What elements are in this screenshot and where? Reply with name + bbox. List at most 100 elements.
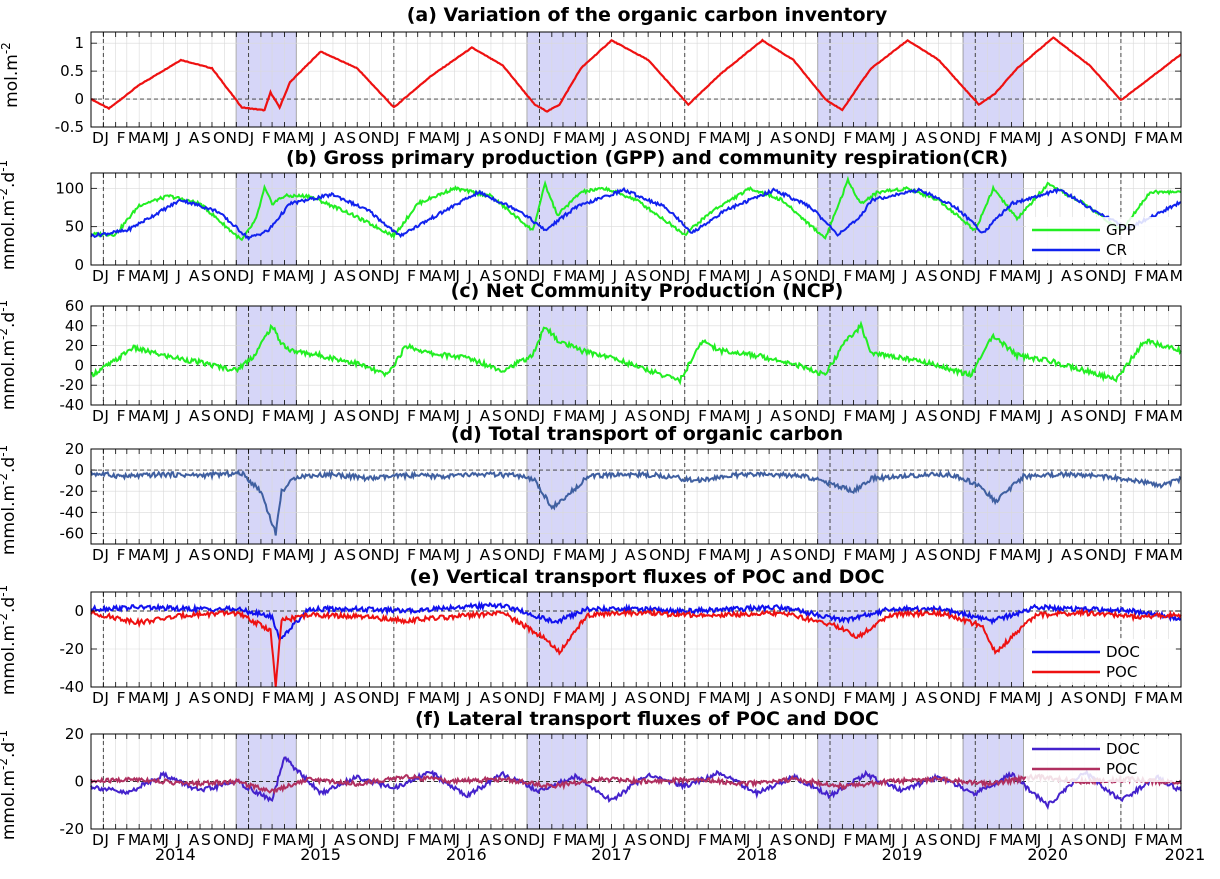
month-label: M [152,689,165,707]
month-label: F [407,407,416,425]
month-label: S [346,831,356,849]
month-label: M [1024,267,1037,285]
month-label: J [103,129,109,147]
month-label: D [237,407,249,425]
month-label: A [189,407,200,425]
series-line-doc [90,756,1182,810]
month-label: F [989,831,998,849]
month-label: N [1098,407,1110,425]
month-label: J [466,407,472,425]
month-label: A [915,831,926,849]
month-label: O [649,689,661,707]
month-label: D [819,407,831,425]
month-label: J [539,831,545,849]
month-label: O [358,831,370,849]
month-label: F [407,689,416,707]
month-label: D [383,129,395,147]
month-label: D [92,689,104,707]
month-label: A [867,831,878,849]
month-label: O [358,129,370,147]
month-label: O [940,407,952,425]
year-label: 2015 [300,845,341,864]
series-line-main [90,320,1182,386]
month-label: J [175,267,181,285]
month-label: J [757,407,763,425]
month-label: J [175,129,181,147]
month-label: A [285,129,296,147]
month-label: J [685,129,691,147]
month-label: F [262,546,271,564]
month-label: A [140,831,151,849]
panel-a: 10.50-0.5D J F MA MJ J A S O N D J F MA MJ J A S O N D J F MA MJ… [0,4,1183,147]
month-label: A [1012,267,1023,285]
month-label: D [528,546,540,564]
month-label: J [249,407,255,425]
month-label: S [928,546,938,564]
month-label: J [612,546,618,564]
month-label: D [92,129,104,147]
shaded-period [526,448,588,545]
y-tick-label: 0 [74,90,84,108]
month-label: J [454,831,460,849]
month-label: O [358,546,370,564]
month-label: A [140,689,151,707]
month-label: J [902,546,908,564]
month-label: J [249,689,255,707]
month-label: M [1000,831,1013,849]
month-label: M [1024,689,1037,707]
month-label: S [201,831,211,849]
month-label: J [757,267,763,285]
month-label: J [600,129,606,147]
month-label: J [175,407,181,425]
month-label: J [830,129,836,147]
month-label: O [1085,689,1097,707]
month-label: J [975,546,981,564]
y-tick-label: -40 [60,503,85,521]
month-label: J [539,129,545,147]
y-tick-label: -20 [60,640,85,658]
month-label: S [346,546,356,564]
month-label: D [92,407,104,425]
month-label: J [600,267,606,285]
month-label: M [1024,546,1037,564]
month-label: M [419,546,432,564]
month-label: O [940,267,952,285]
month-label: F [1134,831,1143,849]
month-label: O [649,267,661,285]
y-tick-label: 100 [55,179,84,197]
y-tick-label: 40 [65,317,84,335]
month-label: O [1085,129,1097,147]
month-label: O [358,267,370,285]
month-label: O [940,831,952,849]
month-label: M [588,831,601,849]
month-label: J [1048,129,1054,147]
month-label: A [770,546,781,564]
panel-title: (c) Net Community Production (NCP) [451,280,844,302]
month-label: N [807,546,819,564]
month-label: A [480,831,491,849]
month-label: S [1073,129,1083,147]
month-label: O [358,407,370,425]
month-label: A [431,407,442,425]
shaded-period [235,305,297,406]
month-label: M [1170,267,1183,285]
month-label: A [576,407,587,425]
month-label: A [576,546,587,564]
month-label: M [854,546,867,564]
month-label: M [419,129,432,147]
month-label: A [1061,267,1072,285]
month-label: J [454,407,460,425]
month-label: N [516,689,528,707]
month-label: J [163,267,169,285]
month-label: A [1158,129,1169,147]
month-label: J [1048,267,1054,285]
month-label: N [1098,689,1110,707]
month-label: A [576,689,587,707]
month-label: J [902,831,908,849]
month-label: O [213,129,225,147]
month-label: N [661,407,673,425]
month-label: J [103,689,109,707]
month-label: N [661,129,673,147]
month-label: M [297,267,310,285]
